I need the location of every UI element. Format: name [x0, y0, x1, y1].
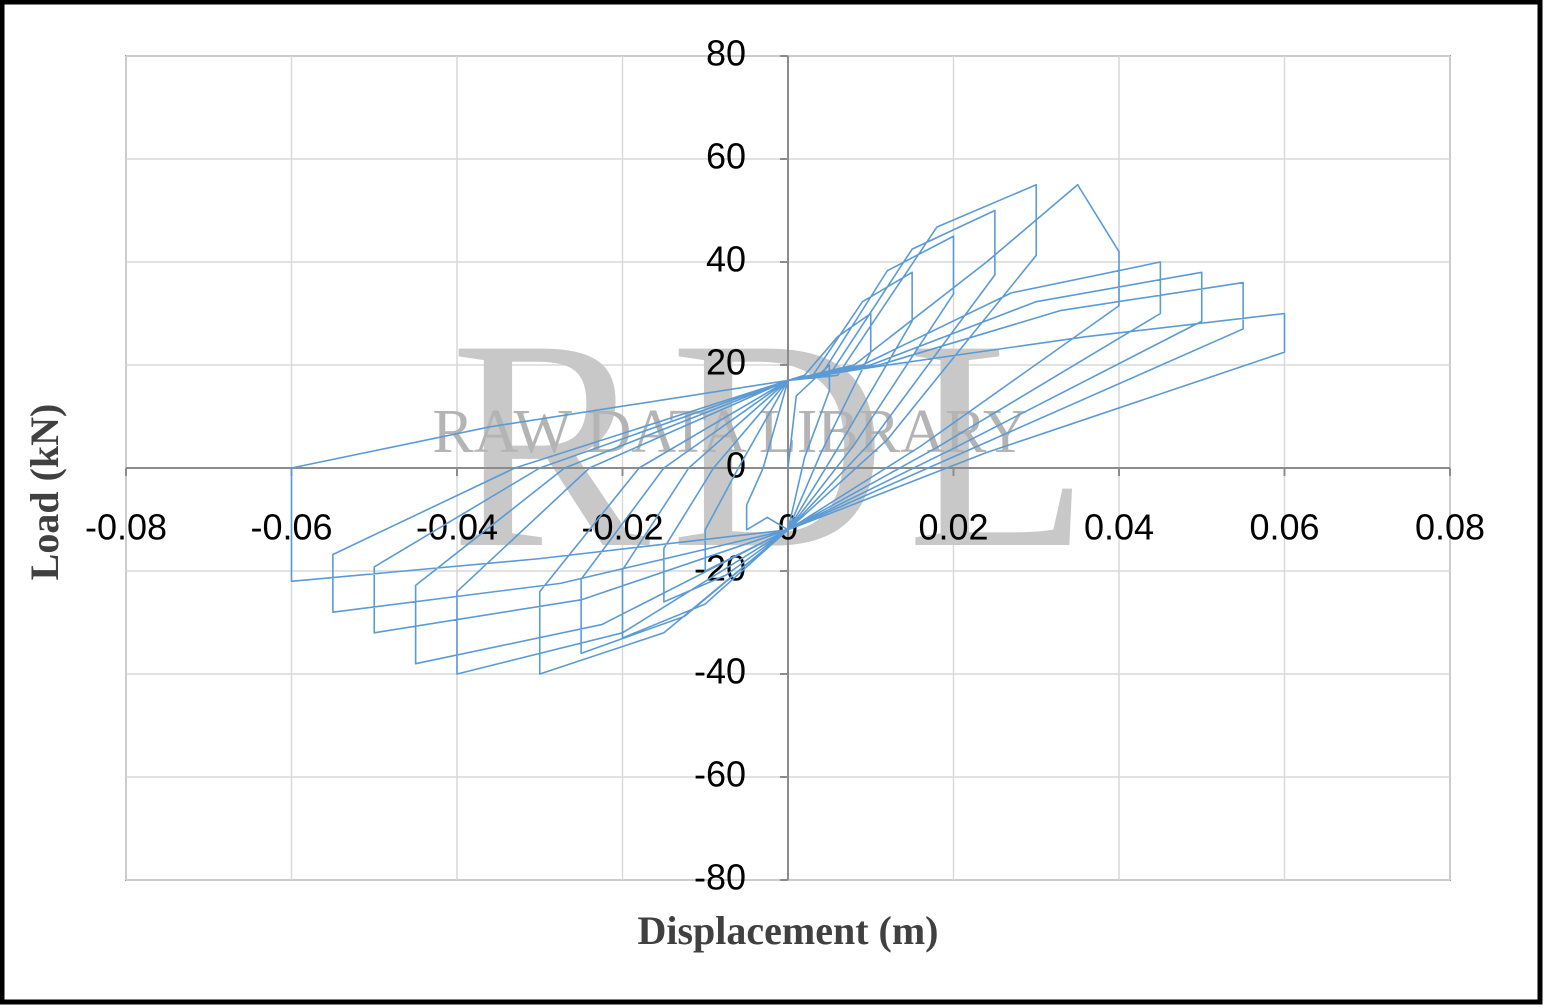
hysteresis-curve	[290, 183, 1286, 675]
x-tick-label: 0.02	[918, 507, 988, 548]
x-tick-label: -0.08	[85, 507, 167, 548]
y-tick-label: 40	[706, 239, 746, 280]
x-tick-label: 0.04	[1084, 507, 1154, 548]
y-tick-label: 60	[706, 136, 746, 177]
y-tick-label: 20	[706, 342, 746, 383]
watermark: RDL RAW DATA LIBRARY	[432, 278, 1090, 610]
y-tick-label: -60	[694, 754, 746, 795]
y-axis-title: Load (kN)	[22, 404, 67, 581]
x-axis-title: Displacement (m)	[637, 908, 938, 953]
y-tick-label: 0	[726, 445, 746, 486]
y-tick-label: 80	[706, 33, 746, 74]
y-tick-label: -40	[694, 651, 746, 692]
x-tick-label: -0.04	[416, 507, 498, 548]
y-tick-label: -80	[694, 857, 746, 898]
x-tick-label: 0.08	[1415, 507, 1485, 548]
x-tick-label: 0.06	[1249, 507, 1319, 548]
